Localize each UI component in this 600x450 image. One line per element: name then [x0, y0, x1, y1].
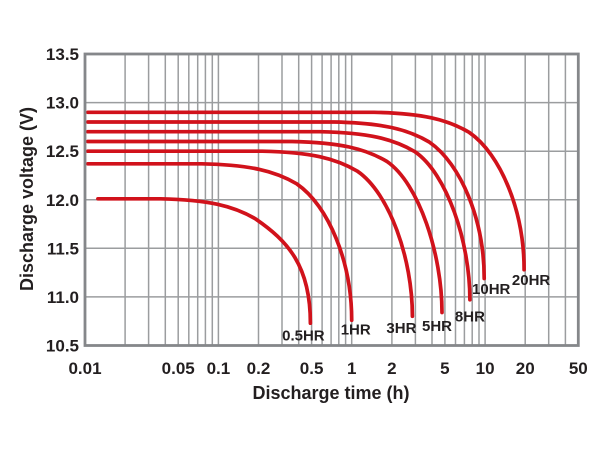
plot-frame — [83, 52, 580, 347]
curve-1HR — [85, 161, 354, 323]
x-tick-label: 1 — [347, 359, 356, 378]
x-axis-title: Discharge time (h) — [252, 383, 409, 403]
curve-label-0.5HR: 0.5HR — [282, 328, 325, 345]
y-axis-title: Discharge voltage (V) — [17, 107, 37, 291]
x-tick-label: 0.2 — [247, 359, 271, 378]
curve-10HR — [85, 120, 487, 281]
x-tick-label: 0.5 — [300, 359, 324, 378]
x-tick-label: 2 — [387, 359, 396, 378]
x-tick-label: 20 — [516, 359, 535, 378]
y-tick-label: 11.0 — [47, 288, 79, 307]
curve-5HR — [85, 139, 444, 315]
x-tick-label: 10 — [476, 359, 495, 378]
curve-label-5HR: 5HR — [422, 318, 452, 335]
x-tick-label: 0.1 — [207, 359, 231, 378]
x-tick-label: 50 — [569, 359, 588, 378]
x-axis-tick-labels: 0.01 0.05 0.1 0.2 0.5 1 2 5 10 20 50 — [68, 359, 587, 378]
curve-8HR — [85, 129, 472, 302]
x-tick-label: 0.05 — [162, 359, 195, 378]
y-tick-label: 10.5 — [46, 337, 79, 356]
curve-label-10HR: 10HR — [472, 281, 511, 298]
y-tick-label: 12.5 — [46, 142, 79, 161]
x-tick-label: 5 — [440, 359, 449, 378]
y-axis-tick-labels: 10.5 11.0 11.5 12.0 12.5 13.0 13.5 — [46, 45, 79, 356]
curve-label-1HR: 1HR — [341, 322, 371, 339]
curve-label-20HR: 20HR — [512, 272, 551, 289]
curve-label-8HR: 8HR — [455, 308, 485, 325]
curve-0.5HR — [96, 196, 313, 326]
y-tick-label: 13.0 — [46, 94, 79, 113]
discharge-curves — [85, 110, 526, 326]
curve-label-3HR: 3HR — [386, 320, 416, 337]
y-tick-label: 13.5 — [46, 45, 79, 64]
curve-20HR — [85, 110, 526, 272]
y-tick-label: 12.0 — [46, 191, 79, 210]
x-tick-label: 0.01 — [68, 359, 101, 378]
curve-3HR — [85, 149, 415, 319]
y-tick-label: 11.5 — [47, 239, 79, 258]
